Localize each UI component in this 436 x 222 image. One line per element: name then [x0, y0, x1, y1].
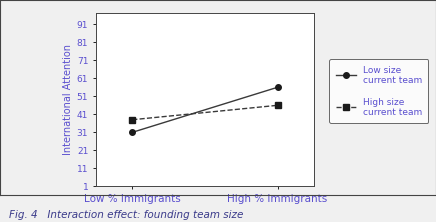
- Legend: Low size
current team, High size
current team: Low size current team, High size current…: [329, 59, 428, 123]
- Text: Fig. 4   Interaction effect: founding team size: Fig. 4 Interaction effect: founding team…: [9, 210, 243, 220]
- Y-axis label: International Attention: International Attention: [63, 44, 73, 155]
